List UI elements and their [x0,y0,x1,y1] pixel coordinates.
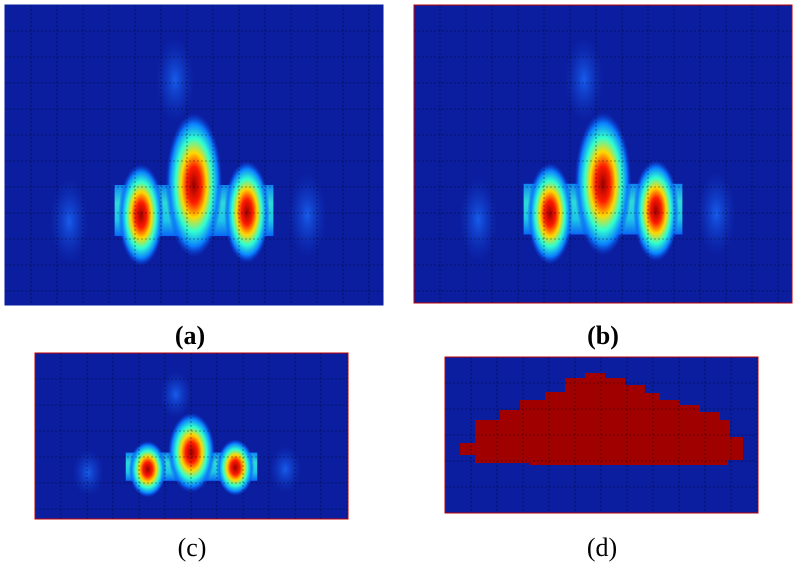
heatmap [445,357,758,513]
faint-spot [565,37,603,122]
heatmap-panel [4,4,384,306]
panel-border [34,352,349,520]
faint-spot [160,371,192,418]
panel-label: (c) [178,533,207,562]
hot-spot [633,159,679,262]
heatmap [35,353,348,519]
faint-spot [269,445,302,493]
panel-label: (b) [587,321,619,350]
hot-spot [165,113,223,257]
hot-spot [168,412,215,493]
panel-label: (a) [175,321,205,350]
panel-border [413,4,793,304]
hot-spot [216,439,255,496]
faint-spot [50,179,89,263]
hot-spot [574,112,632,256]
panel-border [444,356,759,514]
heatmap-panel [34,352,349,520]
segmented-region [460,373,743,465]
faint-spot [72,449,104,496]
faint-spot [156,38,195,122]
faint-spot [288,173,327,257]
hot-spot [224,161,270,263]
panel-border [4,4,384,306]
panel-label: (d) [587,533,617,562]
heatmap-panel [444,356,759,514]
panels [4,4,793,520]
faint-spot [697,171,736,256]
heatmap [414,5,792,303]
hot-spot [128,440,167,498]
heatmap-panel [413,4,793,304]
hot-spot [118,164,164,266]
faint-spot [459,177,498,262]
hot-spot [527,162,573,265]
heatmap [5,5,383,305]
